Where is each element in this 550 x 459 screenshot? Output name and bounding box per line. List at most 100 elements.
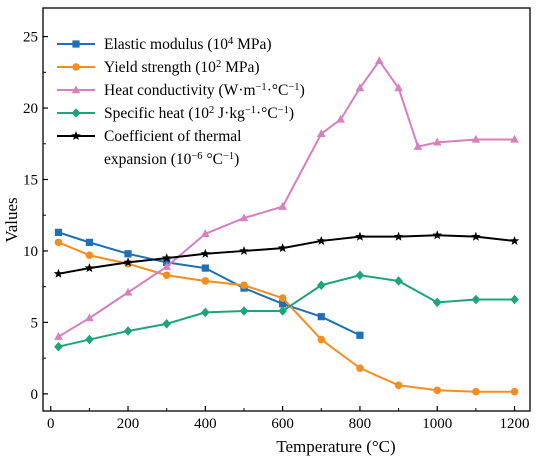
data-point bbox=[201, 277, 210, 285]
legend-item-5: Coefficient of thermal expansion (10−6 °C… bbox=[57, 128, 241, 168]
data-point bbox=[374, 56, 384, 65]
data-point bbox=[124, 250, 132, 258]
y-tick-label: 20 bbox=[23, 101, 38, 117]
data-point bbox=[317, 313, 325, 321]
data-point bbox=[240, 281, 248, 290]
data-point bbox=[355, 231, 365, 241]
data-point bbox=[432, 297, 442, 308]
data-point bbox=[413, 142, 423, 150]
data-point bbox=[85, 313, 94, 322]
x-tick-label: 600 bbox=[271, 416, 294, 432]
data-point bbox=[279, 300, 287, 308]
data-point bbox=[200, 248, 211, 258]
legend-marker bbox=[71, 108, 81, 118]
legend-item-1: Elastic modulus (104 MPa) bbox=[57, 36, 272, 54]
legend-item-2: Yield strength (102 MPa) bbox=[57, 59, 260, 77]
x-tick-label: 1000 bbox=[422, 416, 452, 432]
data-point bbox=[53, 268, 64, 278]
data-point bbox=[510, 387, 519, 396]
data-point bbox=[201, 229, 210, 237]
legend-label: Heat conductivity (W·m−1·°C−1) bbox=[104, 82, 305, 100]
data-point bbox=[356, 331, 364, 339]
series-1 bbox=[54, 228, 364, 339]
data-point bbox=[161, 253, 172, 263]
series-group bbox=[53, 56, 520, 396]
data-point bbox=[278, 294, 287, 302]
data-point bbox=[54, 238, 63, 247]
data-point bbox=[201, 264, 209, 272]
data-point bbox=[162, 319, 171, 329]
x-tick-label: 0 bbox=[47, 416, 55, 432]
data-point bbox=[432, 137, 442, 146]
legend-marker bbox=[71, 131, 81, 141]
data-point bbox=[356, 364, 364, 372]
data-point bbox=[54, 341, 63, 352]
data-point bbox=[123, 326, 133, 336]
x-tick-label: 200 bbox=[117, 416, 140, 432]
x-tick-label: 800 bbox=[349, 416, 372, 432]
data-point bbox=[239, 245, 249, 255]
data-point bbox=[472, 387, 480, 396]
data-point bbox=[278, 202, 287, 210]
data-point bbox=[54, 332, 63, 340]
series-4 bbox=[54, 270, 519, 352]
y-tick-label: 10 bbox=[23, 244, 38, 260]
data-point bbox=[316, 129, 326, 137]
legend-label: Coefficient of thermal bbox=[104, 128, 241, 145]
data-point bbox=[201, 307, 210, 318]
data-point bbox=[355, 83, 365, 92]
data-point bbox=[394, 276, 403, 286]
data-point bbox=[394, 83, 403, 92]
data-point bbox=[123, 287, 133, 296]
legend-marker bbox=[71, 85, 81, 94]
plot-frame bbox=[42, 7, 531, 412]
data-point bbox=[355, 270, 365, 281]
series-5 bbox=[53, 230, 520, 278]
data-point bbox=[123, 257, 133, 267]
data-point bbox=[510, 294, 519, 305]
series-line bbox=[57, 59, 515, 338]
data-point bbox=[509, 235, 520, 245]
data-point bbox=[278, 306, 287, 316]
data-point bbox=[85, 251, 94, 260]
legend-label: Elastic modulus (104 MPa) bbox=[104, 36, 272, 54]
x-axis-label: Temperature (°C) bbox=[276, 437, 395, 456]
x-tick-label: 1200 bbox=[500, 416, 530, 432]
y-axis-label: Values bbox=[2, 197, 21, 242]
data-point bbox=[471, 231, 481, 241]
data-point bbox=[317, 335, 326, 344]
x-tick-label: 400 bbox=[194, 416, 217, 432]
series-line bbox=[58, 231, 361, 337]
y-tick-label: 25 bbox=[23, 30, 38, 46]
data-point bbox=[84, 263, 95, 273]
series-3 bbox=[54, 56, 519, 340]
data-point bbox=[239, 213, 249, 222]
data-point bbox=[471, 134, 481, 143]
data-point bbox=[239, 306, 249, 316]
data-point bbox=[433, 386, 442, 395]
data-point bbox=[510, 134, 519, 143]
data-point bbox=[471, 294, 481, 305]
data-point bbox=[54, 228, 63, 236]
data-point bbox=[393, 231, 404, 241]
y-tick-label: 0 bbox=[31, 387, 39, 403]
data-point bbox=[85, 238, 93, 246]
legend-item-4: Specific heat (102 J·kg−1·°C−1) bbox=[57, 105, 294, 122]
data-point bbox=[162, 271, 171, 280]
legend: Elastic modulus (104 MPa) Yield strength … bbox=[57, 36, 305, 168]
data-point bbox=[316, 235, 327, 245]
data-point bbox=[277, 243, 288, 253]
data-point bbox=[394, 381, 403, 390]
axes: 0 200 400 600 800 1000 1200 0 5 10 15 20 25 bbox=[23, 7, 531, 432]
data-point bbox=[336, 114, 345, 123]
data-point bbox=[85, 334, 94, 345]
legend-marker bbox=[72, 63, 80, 71]
legend-item-3: Heat conductivity (W·m−1·°C−1) bbox=[57, 82, 305, 100]
legend-label: expansion (10−6 °C−1) bbox=[104, 151, 239, 169]
legend-label: Yield strength (102 MPa) bbox=[104, 59, 260, 77]
y-tick-label: 15 bbox=[23, 172, 38, 188]
data-point bbox=[316, 280, 326, 291]
legend-marker bbox=[72, 40, 80, 48]
data-point bbox=[432, 230, 442, 240]
